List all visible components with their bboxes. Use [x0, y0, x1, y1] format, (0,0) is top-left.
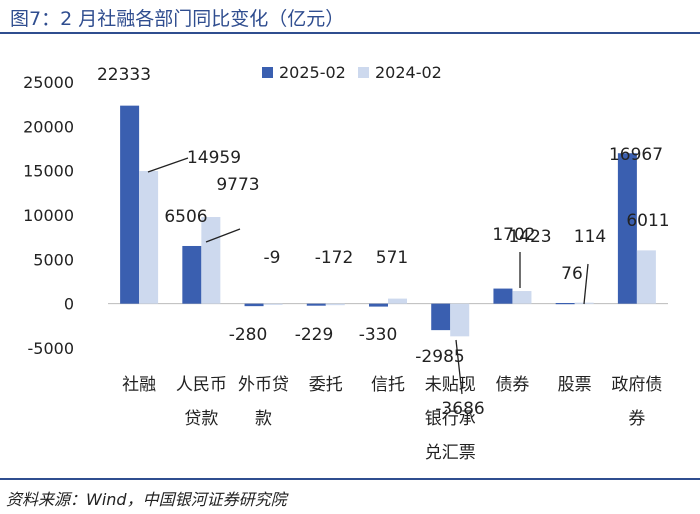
x-category-label: 未贴现: [425, 375, 476, 395]
data-label: -3686: [435, 399, 484, 419]
source-note: 资料来源：Wind，中国银河证券研究院: [6, 490, 287, 509]
x-category-label: 社融: [122, 375, 156, 395]
data-label: 6506: [164, 207, 207, 227]
bar-2025-02: [182, 245, 202, 304]
data-label: 22333: [97, 65, 151, 85]
label-leader-line: [205, 228, 241, 243]
x-category-label: 券: [628, 409, 645, 429]
y-axis: -5000 0 5000 10000 15000 20000 25000: [23, 73, 668, 358]
bar-chart: -5000 0 5000 10000 15000 20000 25000 22333 1495…: [23, 63, 670, 463]
bars: [120, 105, 656, 337]
x-category-label: 政府债: [611, 375, 662, 395]
y-tick-label: 25000: [23, 73, 74, 92]
bar-2025-02: [120, 105, 140, 304]
y-tick-label: 0: [64, 295, 74, 314]
data-label: 1423: [508, 227, 551, 247]
footer-rule: [0, 478, 700, 480]
bar-2024-02: [388, 298, 407, 304]
bar-2024-02: [201, 217, 221, 304]
x-category-label: 贷款: [184, 409, 218, 429]
label-leader-line: [583, 263, 589, 305]
label-leader-line: [147, 157, 189, 173]
data-label: 16967: [609, 145, 663, 165]
legend: 2025-02 2024-02: [262, 63, 442, 82]
data-label: 571: [376, 248, 408, 268]
bar-2024-02: [325, 303, 345, 306]
label-leader-line: [455, 339, 463, 395]
x-category-label: 人民币: [176, 375, 227, 395]
y-tick-label: 10000: [23, 206, 74, 225]
bar-2024-02: [263, 303, 283, 305]
data-label: 9773: [216, 175, 259, 195]
x-category-label: 股票: [558, 375, 592, 395]
bar-2024-02: [450, 303, 470, 337]
data-label: -2985: [415, 347, 464, 367]
data-label: -172: [315, 248, 354, 268]
data-label: 114: [574, 227, 606, 247]
x-category-label: 信托: [371, 375, 405, 395]
x-category-label: 款: [255, 409, 272, 429]
x-category-label: 债券: [495, 375, 529, 395]
figure-title: 图7：2 月社融各部门同比变化（亿元）: [10, 8, 345, 30]
bar-2024-02: [512, 291, 532, 304]
x-category-label: 委托: [309, 375, 343, 395]
legend-label: 2024-02: [375, 63, 442, 82]
y-tick-label: 15000: [23, 162, 74, 181]
data-labels: 22333 14959 6506 9773 -280 -9 -229 -172 -330 571 -…: [97, 65, 670, 419]
legend-swatch: [358, 67, 369, 78]
legend-label: 2025-02: [279, 63, 346, 82]
y-tick-label: 20000: [23, 117, 74, 136]
y-tick-label: 5000: [33, 250, 74, 269]
bar-2025-02: [555, 302, 575, 305]
bar-2025-02: [431, 303, 451, 331]
title-rule: [0, 32, 700, 34]
bar-2025-02: [369, 303, 388, 307]
x-category-label: 外币贷: [238, 375, 289, 395]
data-label: 14959: [187, 148, 241, 168]
data-label: 6011: [626, 211, 669, 231]
bar-2025-02: [244, 303, 264, 307]
bar-2024-02: [139, 171, 159, 304]
data-label: 76: [561, 264, 583, 284]
y-tick-label: -5000: [28, 339, 75, 358]
legend-swatch: [262, 67, 273, 78]
bar-2025-02: [306, 303, 326, 306]
data-label: -330: [359, 325, 398, 345]
data-label: 1702: [492, 225, 535, 245]
bar-2025-02: [493, 288, 513, 304]
data-label: -9: [264, 248, 281, 268]
data-label: -280: [229, 325, 268, 345]
data-label: -229: [295, 325, 334, 345]
x-category-label: 银行承: [425, 409, 476, 429]
bar-2024-02: [636, 250, 656, 304]
bar-2025-02: [617, 153, 637, 304]
x-category-label: 兑汇票: [425, 443, 476, 463]
